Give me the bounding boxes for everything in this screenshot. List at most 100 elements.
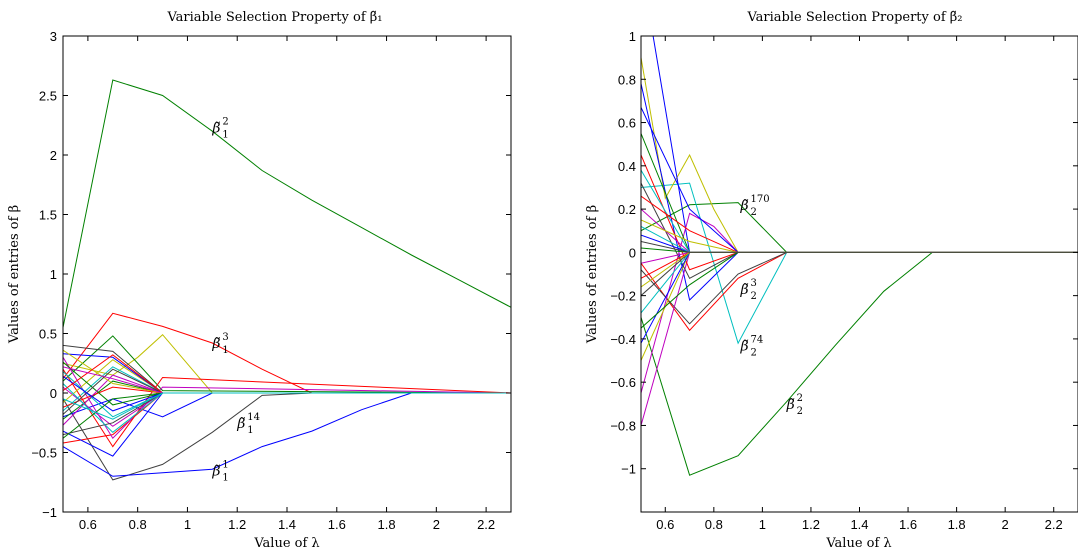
annotation-symbol: β̃ — [740, 282, 749, 298]
annotation-subscript: 1 — [222, 472, 228, 483]
line-series-group — [63, 79, 511, 481]
annotation-superscript: 74 — [751, 334, 764, 345]
y-tick-label: 0.2 — [618, 202, 636, 217]
y-tick-label: 0.5 — [39, 327, 57, 342]
line-series-6 — [641, 57, 1078, 253]
x-tick-label: 1.6 — [328, 517, 346, 532]
chart-panel-right: Variable Selection Property of β̃₂ β̃ 170… — [585, 10, 1078, 551]
line-series-23 — [63, 383, 511, 433]
chart-title: Variable Selection Property of β̃₂ — [746, 10, 962, 25]
axes-group: 0.6 0.8 1 1.2 1.4 1.6 1.8 2 2.2 −1 −0.5 0 0.5 1 1.5 2 2.… — [31, 29, 511, 532]
annotation-subscript: 1 — [222, 345, 228, 356]
x-tick-label: 0.6 — [79, 517, 97, 532]
x-tick-label: 1.8 — [378, 517, 396, 532]
line-series-30 — [641, 241, 1078, 253]
y-tick-label: −0.6 — [610, 375, 636, 390]
axes-group: 0.6 0.8 1 1.2 1.4 1.6 1.8 2 2.2 −1 −0.8 −0.6 −0.4 −0.… — [610, 29, 1078, 532]
x-tick-label: 0.8 — [705, 517, 723, 532]
annotation-superscript: 170 — [751, 194, 770, 205]
y-tick-label: −0.2 — [610, 289, 636, 304]
line-series-18 — [63, 392, 511, 436]
annotation-symbol: β̃ — [740, 198, 749, 214]
chart-title: Variable Selection Property of β̃₁ — [166, 10, 382, 25]
annotation-symbol: β̃ — [211, 121, 220, 137]
y-tick-label: 1.5 — [39, 208, 57, 223]
series-annotation: β̃ 2 1 — [211, 117, 228, 141]
y-tick-label: 1 — [50, 267, 57, 282]
y-tick-label: 0.6 — [618, 116, 636, 131]
line-series-30 — [63, 392, 511, 420]
annotation-superscript: 14 — [247, 412, 260, 423]
line-series-11 — [641, 107, 1078, 253]
x-tick-label: 2 — [1002, 517, 1009, 532]
line-series-1 — [641, 251, 1078, 476]
line-series-26 — [641, 247, 1078, 253]
line-series-20 — [641, 208, 1078, 253]
line-series-28 — [63, 392, 511, 439]
series-annotation: β̃ 2 2 — [786, 393, 803, 417]
line-series-6 — [63, 335, 511, 394]
y-tick-label: 2 — [50, 148, 57, 163]
line-series-27 — [641, 251, 1078, 264]
line-series-5 — [63, 392, 511, 477]
y-tick-label: 0 — [50, 386, 57, 401]
annotation-subscript: 1 — [247, 425, 253, 436]
y-tick-label: 0.4 — [618, 159, 636, 174]
x-tick-label: 1.6 — [899, 517, 917, 532]
x-tick-label: 1 — [184, 517, 191, 532]
annotation-symbol: β̃ — [236, 416, 245, 432]
line-series-9 — [641, 251, 1078, 426]
line-series-21 — [641, 251, 1078, 314]
series-annotation: β̃ 74 2 — [740, 334, 764, 358]
x-tick-label: 2 — [433, 517, 440, 532]
annotation-subscript: 2 — [797, 406, 803, 417]
line-series-5 — [641, 251, 1078, 325]
x-tick-label: 2.2 — [477, 517, 495, 532]
y-tick-label: −0.5 — [31, 446, 57, 461]
annotation-superscript: 2 — [797, 393, 803, 404]
x-tick-label: 1.8 — [948, 517, 966, 532]
line-series-group — [641, 36, 1078, 476]
x-tick-label: 1.2 — [228, 517, 246, 532]
annotation-symbol: β̃ — [786, 397, 795, 413]
chart-panel-left: Variable Selection Property of β̃₁ β̃ 21β… — [7, 10, 512, 551]
y-axis-label: Values of entries of β — [585, 205, 600, 344]
line-series-4 — [63, 392, 511, 481]
x-tick-label: 1.4 — [850, 517, 868, 532]
y-tick-label: 0.8 — [618, 72, 636, 87]
annotation-subscript: 2 — [751, 347, 757, 358]
plot-area-frame — [62, 35, 512, 513]
line-series-17 — [641, 251, 1078, 344]
x-tick-label: 0.6 — [656, 517, 674, 532]
annotation-symbol: β̃ — [211, 336, 220, 352]
annotation-subscript: 1 — [222, 130, 228, 141]
annotation-superscript: 3 — [222, 332, 228, 343]
x-axis-label: Value of λ — [825, 536, 891, 551]
series-annotation: β̃ 14 1 — [236, 412, 260, 436]
annotation-superscript: 1 — [222, 459, 228, 470]
x-axis-label: Value of λ — [253, 536, 319, 551]
y-tick-label: 1 — [629, 29, 636, 44]
x-tick-label: 1.4 — [278, 517, 296, 532]
y-tick-label: −1 — [42, 505, 57, 520]
line-series-11 — [63, 392, 511, 457]
annotation-superscript: 2 — [222, 117, 228, 128]
annotation-subscript: 2 — [751, 291, 757, 302]
x-tick-label: 1.2 — [802, 517, 820, 532]
series-annotation: β̃ 3 1 — [211, 332, 228, 356]
y-axis-label: Values of entries of β — [7, 205, 22, 344]
y-tick-label: 2.5 — [39, 89, 57, 104]
annotation-symbol: β̃ — [211, 463, 220, 479]
y-tick-label: −1 — [621, 462, 636, 477]
annotation-superscript: 3 — [751, 278, 757, 289]
y-tick-label: 3 — [50, 29, 57, 44]
annotation-subscript: 2 — [751, 207, 757, 218]
line-series-25 — [641, 251, 1078, 279]
y-tick-label: −0.4 — [610, 332, 636, 347]
line-series-3 — [63, 333, 511, 394]
x-tick-label: 2.2 — [1045, 517, 1063, 532]
